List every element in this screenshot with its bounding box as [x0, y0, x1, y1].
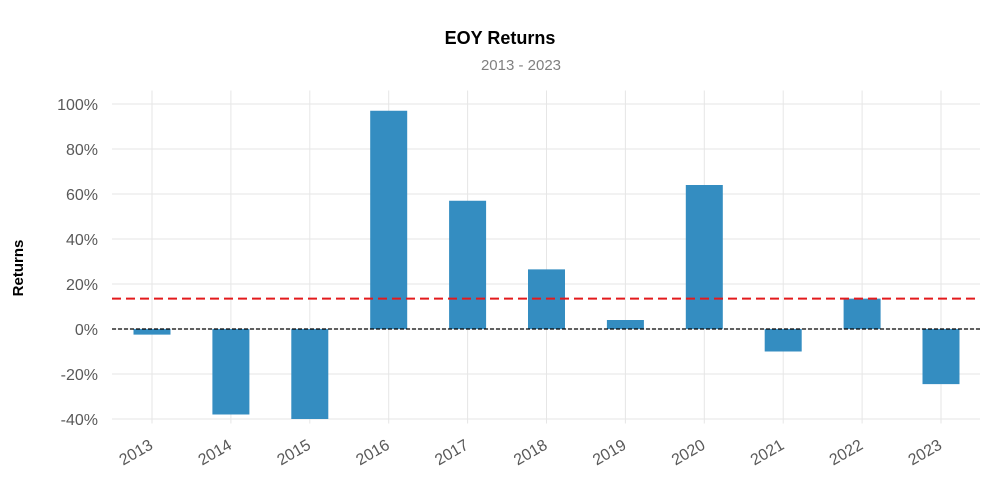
x-tick-labels: 2013 2014 2015 2016 2017 2018 2019 2020 2021 2022…	[117, 437, 945, 470]
bar-2013	[133, 329, 171, 335]
y-tick-label: 20%	[66, 277, 98, 294]
bar-2019	[606, 320, 644, 329]
y-tick-label: 60%	[66, 187, 98, 204]
x-tick-label: 2019	[590, 437, 629, 470]
y-tick-label: 0%	[75, 322, 98, 339]
bar-2022	[843, 298, 881, 329]
bar-2021	[764, 329, 802, 352]
y-tick-label: 100%	[57, 97, 98, 114]
y-axis-label: Returns	[10, 240, 27, 297]
x-tick-label: 2013	[117, 437, 156, 470]
x-tick-label: 2022	[827, 437, 866, 470]
x-tick-label: 2017	[432, 437, 471, 470]
y-tick-label: -20%	[61, 367, 98, 384]
y-tick-labels: 100% 80% 60% 40% 20% 0% -20% -40%	[57, 97, 98, 429]
bar-2014	[212, 329, 250, 415]
x-tick-label: 2018	[511, 437, 550, 470]
x-tick-label: 2016	[353, 437, 392, 470]
bar-2020	[685, 185, 723, 329]
x-tick-label: 2015	[274, 437, 313, 470]
bar-2016	[370, 110, 408, 329]
bar-2017	[449, 200, 487, 329]
x-tick-label: 2020	[669, 437, 708, 470]
x-tick-label: 2014	[196, 437, 235, 470]
y-tick-label: 40%	[66, 232, 98, 249]
bar-2015	[291, 329, 329, 419]
x-tick-label: 2021	[748, 437, 787, 470]
x-tick-label: 2023	[906, 437, 945, 470]
bars	[133, 110, 960, 419]
y-tick-label: 80%	[66, 142, 98, 159]
reference-lines	[112, 297, 980, 330]
chart-subtitle: 2013 - 2023	[481, 57, 561, 74]
y-tick-label: -40%	[61, 412, 98, 429]
bar-2023	[922, 329, 960, 385]
chart-title: EOY Returns	[445, 28, 556, 48]
